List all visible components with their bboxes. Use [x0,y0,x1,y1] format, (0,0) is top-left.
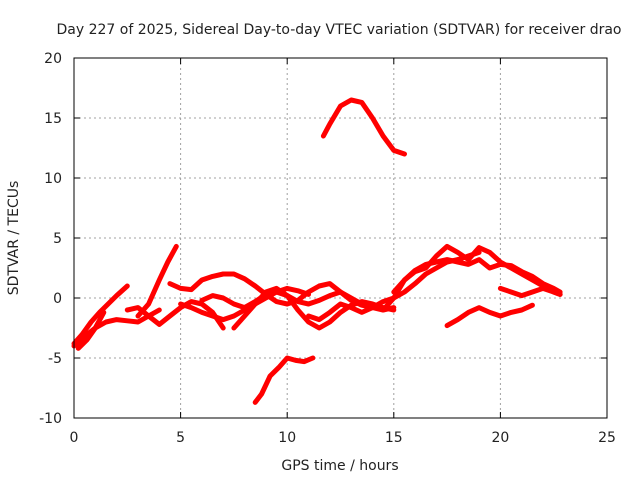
plot-frame [73,57,608,419]
x-tick-label: 15 [385,430,403,446]
series-arc-14 [320,97,407,157]
chart-title: Day 227 of 2025, Sidereal Day-to-day VTE… [56,22,621,38]
y-tick-label: 5 [53,231,62,247]
series-group [71,97,563,405]
y-axis-label: SDTVAR / TECUs [6,181,22,296]
x-axis-label: GPS time / hours [281,458,398,474]
y-tick-label: -10 [39,411,62,427]
x-tick-label: 10 [278,430,296,446]
x-tick-label: 25 [598,430,616,446]
series-arc-2 [71,307,162,349]
y-tick-label: -5 [48,351,62,367]
series-arc-1 [71,283,130,347]
series-arc-5 [124,299,226,331]
series-arc-15 [252,355,316,405]
series-arc-4 [135,243,179,319]
y-tick-label: 0 [53,291,62,307]
series-arc-9 [231,285,397,331]
x-tick-label: 5 [176,430,185,446]
series-arc-3 [75,309,107,351]
grid [74,58,607,418]
y-tick-label: 20 [44,51,62,67]
series-arc-12 [391,257,563,295]
x-tick-label: 0 [70,430,79,446]
x-tick-label: 20 [491,430,509,446]
series-arc-16 [444,302,535,329]
y-tick-label: 15 [44,111,62,127]
y-tick-label: 10 [44,171,62,187]
axis-ticks: 0 5 10 15 20 25 -10 -5 0 5 10 15 20 [39,51,616,446]
series-arc-13 [497,285,563,299]
